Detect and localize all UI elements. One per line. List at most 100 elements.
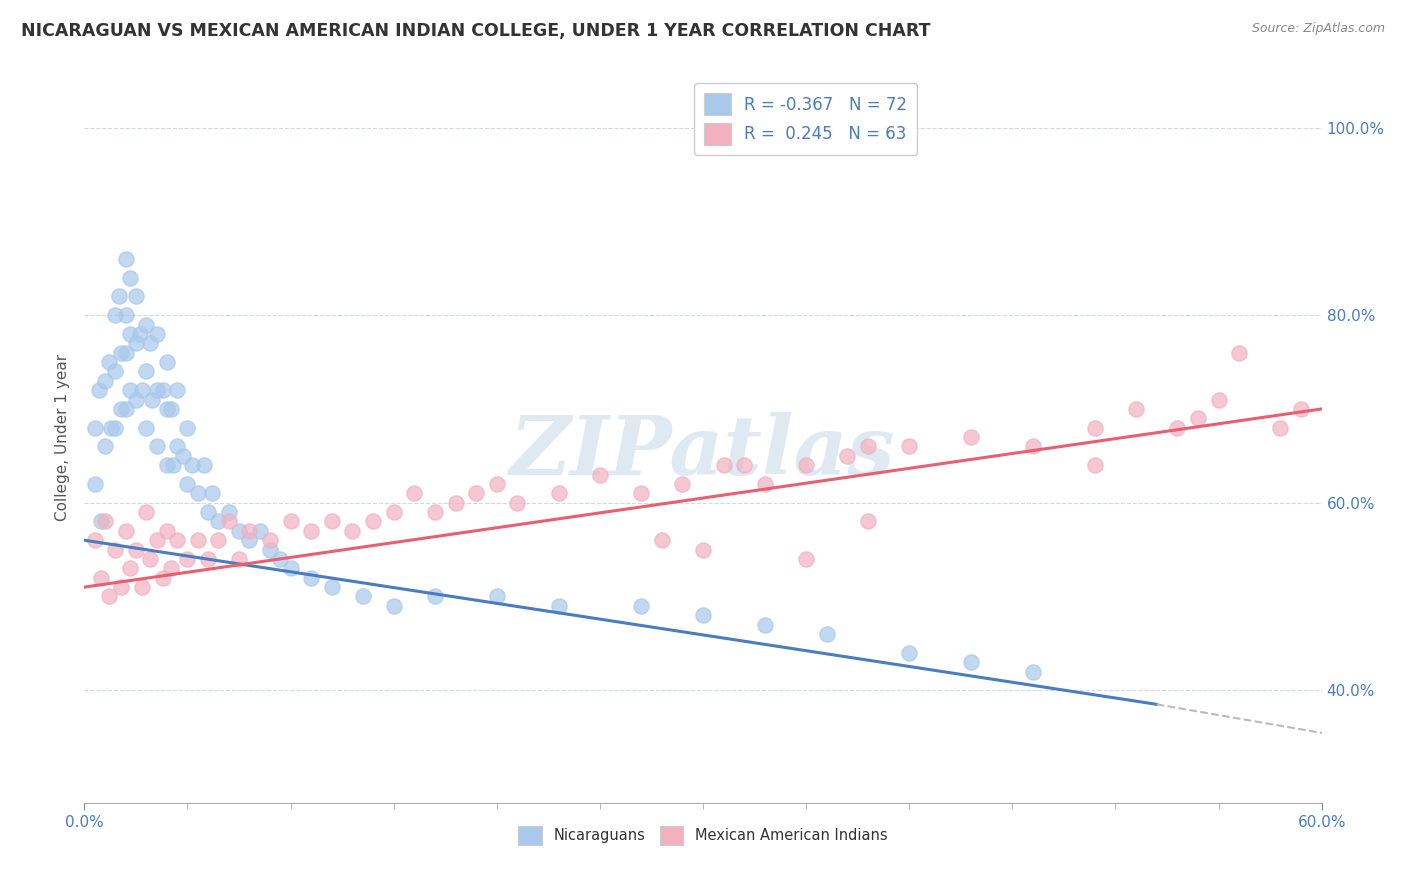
Point (1125, 401, 1147, 416)
Point (794, 458, 817, 473)
Point (104, 308, 127, 322)
Point (815, 627, 838, 641)
Point (299, 571, 322, 585)
Point (218, 505, 240, 519)
Point (299, 524, 322, 538)
Point (238, 533, 260, 548)
Point (166, 533, 188, 548)
Point (110, 345, 132, 359)
Point (187, 533, 209, 548)
Point (589, 467, 612, 482)
Point (465, 486, 488, 500)
Point (630, 599, 652, 613)
Point (506, 496, 529, 510)
Point (342, 524, 364, 538)
Point (90, 571, 112, 585)
Point (118, 561, 141, 575)
Point (176, 420, 198, 434)
Point (1270, 420, 1292, 434)
Point (114, 345, 136, 359)
Point (898, 646, 921, 660)
Point (176, 477, 198, 491)
Point (960, 655, 983, 669)
Point (960, 430, 983, 444)
Point (135, 420, 157, 434)
Point (321, 580, 343, 594)
Point (110, 580, 132, 594)
Point (898, 440, 921, 454)
Point (152, 571, 174, 585)
Point (201, 486, 224, 500)
Point (238, 524, 260, 538)
Point (145, 533, 167, 548)
Point (280, 515, 302, 529)
Point (207, 533, 229, 548)
Point (135, 318, 157, 332)
Point (259, 533, 281, 548)
Point (129, 326, 152, 341)
Point (125, 392, 148, 407)
Point (114, 524, 136, 538)
Point (131, 383, 153, 397)
Point (423, 505, 446, 519)
Point (135, 505, 157, 519)
Point (218, 515, 240, 529)
Point (794, 552, 817, 566)
Point (754, 477, 776, 491)
Point (125, 542, 148, 557)
Point (713, 458, 735, 473)
Point (1289, 401, 1312, 416)
Point (837, 449, 859, 463)
Point (118, 326, 141, 341)
Point (249, 524, 271, 538)
Point (382, 505, 405, 519)
Point (382, 599, 405, 613)
Point (692, 542, 714, 557)
Point (114, 308, 136, 322)
Point (139, 552, 162, 566)
Point (156, 524, 179, 538)
Point (114, 252, 136, 266)
Point (197, 552, 219, 566)
Point (361, 515, 384, 529)
Point (94, 374, 117, 388)
Point (160, 401, 183, 416)
Point (1022, 665, 1045, 679)
Point (100, 420, 122, 434)
Point (172, 449, 194, 463)
Point (1084, 458, 1107, 473)
Point (176, 552, 198, 566)
Point (110, 401, 132, 416)
Point (671, 477, 693, 491)
Point (321, 515, 343, 529)
Point (139, 336, 162, 351)
Point (269, 552, 291, 566)
Point (228, 524, 250, 538)
Point (83, 420, 105, 434)
Point (98, 355, 121, 369)
Point (630, 486, 652, 500)
Point (152, 383, 174, 397)
Point (692, 608, 714, 623)
Point (187, 486, 209, 500)
Point (754, 617, 776, 632)
Point (193, 458, 215, 473)
Point (118, 383, 141, 397)
Point (114, 401, 136, 416)
Point (423, 590, 446, 604)
Point (135, 364, 157, 378)
Point (118, 270, 141, 285)
Point (94, 440, 117, 454)
Point (94, 515, 117, 529)
Point (87, 383, 110, 397)
Point (1187, 411, 1209, 425)
Point (104, 542, 127, 557)
Point (125, 289, 148, 303)
Y-axis label: College, Under 1 year: College, Under 1 year (55, 353, 70, 521)
Point (141, 392, 163, 407)
Text: Source: ZipAtlas.com: Source: ZipAtlas.com (1251, 22, 1385, 36)
Point (1022, 440, 1045, 454)
Text: NICARAGUAN VS MEXICAN AMERICAN INDIAN COLLEGE, UNDER 1 YEAR CORRELATION CHART: NICARAGUAN VS MEXICAN AMERICAN INDIAN CO… (21, 22, 931, 40)
Point (733, 458, 755, 473)
Point (125, 336, 148, 351)
